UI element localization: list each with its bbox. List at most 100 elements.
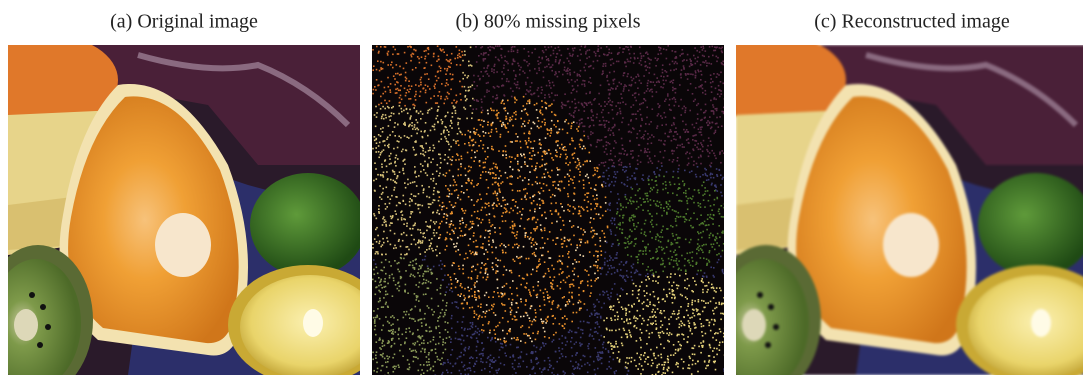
pixel <box>714 155 716 157</box>
pixel <box>520 301 522 303</box>
pixel <box>417 341 419 343</box>
pixel <box>593 99 595 101</box>
pixel <box>375 334 377 336</box>
pixel <box>596 146 598 148</box>
pixel <box>525 232 527 234</box>
pixel <box>670 354 672 356</box>
pixel <box>531 274 533 276</box>
pixel <box>392 54 394 56</box>
pixel <box>590 292 592 294</box>
pixel <box>606 242 608 244</box>
pixel <box>579 123 581 125</box>
pixel <box>684 265 686 267</box>
pixel <box>433 190 435 192</box>
pixel <box>564 93 566 95</box>
pixel <box>597 368 599 370</box>
pixel <box>482 171 484 173</box>
pixel <box>560 229 562 231</box>
pixel <box>572 284 574 286</box>
pixel <box>449 61 451 63</box>
pixel <box>630 85 632 87</box>
pixel <box>381 287 383 289</box>
pixel <box>562 148 564 150</box>
pixel <box>594 199 596 201</box>
pixel <box>657 235 659 237</box>
pixel <box>581 206 583 208</box>
pixel <box>656 213 658 215</box>
pixel <box>620 83 622 85</box>
pixel <box>477 275 479 277</box>
pixel <box>475 246 477 248</box>
pixel <box>443 130 445 132</box>
pixel <box>707 365 709 367</box>
pixel <box>464 134 466 136</box>
pixel <box>625 207 627 209</box>
pixel <box>501 243 503 245</box>
pixel <box>569 286 571 288</box>
pixel <box>712 46 714 48</box>
pixel <box>627 47 629 49</box>
pixel <box>408 80 410 82</box>
pixel <box>672 313 674 315</box>
pixel <box>622 148 624 150</box>
pixel <box>488 202 490 204</box>
pixel <box>594 369 596 371</box>
pixel <box>423 87 425 89</box>
pixel <box>537 126 539 128</box>
pixel <box>691 170 693 172</box>
pixel <box>674 210 676 212</box>
pixel <box>550 210 552 212</box>
pixel <box>431 238 433 240</box>
pixel <box>647 244 649 246</box>
pixel <box>514 78 516 80</box>
pixel <box>420 111 422 113</box>
pixel <box>667 362 669 364</box>
pixel <box>719 344 721 346</box>
pixel <box>622 117 624 119</box>
pixel <box>404 105 406 107</box>
pixel <box>621 275 623 277</box>
pixel <box>546 185 548 187</box>
pixel <box>436 221 438 223</box>
pixel <box>569 284 571 286</box>
pixel <box>706 258 708 260</box>
pixel <box>480 177 482 179</box>
pixel <box>710 205 712 207</box>
pixel <box>552 82 554 84</box>
pixel <box>697 143 699 145</box>
pixel <box>611 223 613 225</box>
pixel <box>573 116 575 118</box>
pixel <box>668 208 670 210</box>
pixel <box>517 231 519 233</box>
pixel <box>417 56 419 58</box>
pixel <box>609 84 611 86</box>
pixel <box>675 211 677 213</box>
pixel <box>565 154 567 156</box>
pixel <box>393 46 395 48</box>
pixel <box>597 267 599 269</box>
pixel <box>529 152 531 154</box>
pixel <box>500 260 502 262</box>
pixel <box>433 145 435 147</box>
pixel <box>390 179 392 181</box>
pixel <box>671 125 673 127</box>
pixel <box>462 235 464 237</box>
pixel <box>376 116 378 118</box>
pixel <box>449 193 451 195</box>
pixel <box>553 124 555 126</box>
figure: (a) Original image (b) 80% missing pixel… <box>0 0 1083 377</box>
pixel <box>715 47 717 49</box>
pixel <box>553 300 555 302</box>
pixel <box>661 357 663 359</box>
pixel <box>675 260 677 262</box>
pixel <box>710 301 712 303</box>
pixel <box>678 216 680 218</box>
pixel <box>527 165 529 167</box>
pixel <box>580 241 582 243</box>
pixel <box>480 174 482 176</box>
pixel <box>527 114 529 116</box>
pixel <box>428 203 430 205</box>
pixel <box>606 170 608 172</box>
pixel <box>624 171 626 173</box>
pixel <box>692 353 694 355</box>
